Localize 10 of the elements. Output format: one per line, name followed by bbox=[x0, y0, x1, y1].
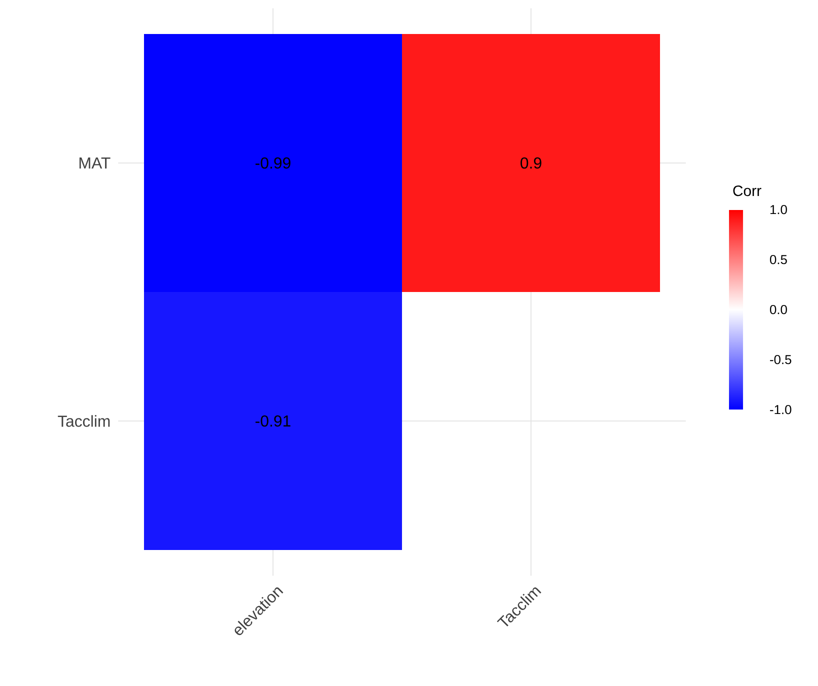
data-label: 0.9 bbox=[520, 157, 542, 169]
color-bar-label: -0.5 bbox=[770, 355, 792, 364]
color-bar-label: 1.0 bbox=[770, 205, 787, 214]
color-bar-title: Corr bbox=[733, 186, 762, 196]
color-bar-label: 0.5 bbox=[770, 255, 787, 264]
y-tick-label: MAT bbox=[80, 158, 110, 168]
color-bar-label: -1.0 bbox=[770, 405, 792, 414]
data-label: -0.99 bbox=[256, 157, 290, 169]
color-bar-label: 0.0 bbox=[770, 305, 787, 314]
data-label: -0.91 bbox=[256, 415, 290, 427]
